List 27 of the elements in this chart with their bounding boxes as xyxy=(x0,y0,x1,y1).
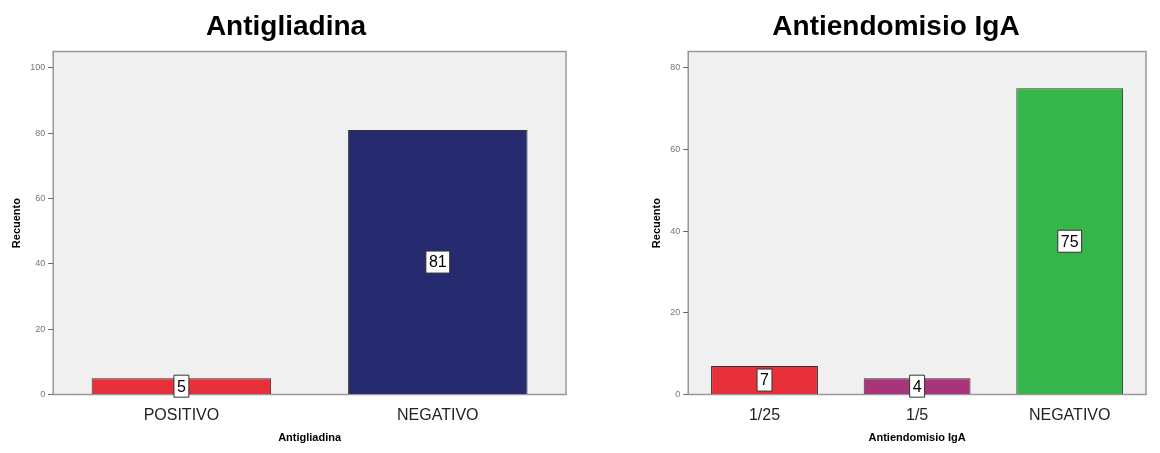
data-label: 5 xyxy=(176,377,186,395)
y-tick-label: 40 xyxy=(35,258,46,269)
data-label: 81 xyxy=(428,253,447,271)
chart-title: Antigliadina xyxy=(205,9,367,41)
y-tick-label: 0 xyxy=(40,389,46,400)
y-tick-label: 60 xyxy=(670,144,681,155)
x-tick-label: 1/5 xyxy=(905,405,929,423)
y-tick-label: 20 xyxy=(670,307,681,318)
y-tick-label: 80 xyxy=(35,127,46,138)
y-tick-label: 0 xyxy=(675,389,681,400)
y-tick-label: 100 xyxy=(30,62,46,73)
x-axis-title: Antigliadina xyxy=(278,431,342,444)
y-tick-label: 60 xyxy=(35,193,46,204)
x-tick-label: POSITIVO xyxy=(143,405,220,423)
y-axis-title: Recuento xyxy=(649,197,662,249)
x-tick-label: NEGATIVO xyxy=(397,405,479,423)
y-axis-title: Recuento xyxy=(9,197,22,249)
x-tick-label: NEGATIVO xyxy=(1028,405,1111,423)
x-axis-title: Antiendomisio IgA xyxy=(868,431,966,444)
data-label: 4 xyxy=(912,377,922,395)
chart-title: Antiendomisio IgA xyxy=(772,9,1020,41)
y-tick-label: 40 xyxy=(670,225,681,236)
data-label: 75 xyxy=(1060,232,1079,250)
y-tick-label: 80 xyxy=(670,62,681,73)
y-tick-label: 20 xyxy=(35,323,46,334)
x-tick-label: 1/25 xyxy=(748,405,781,423)
data-label: 7 xyxy=(760,371,770,389)
